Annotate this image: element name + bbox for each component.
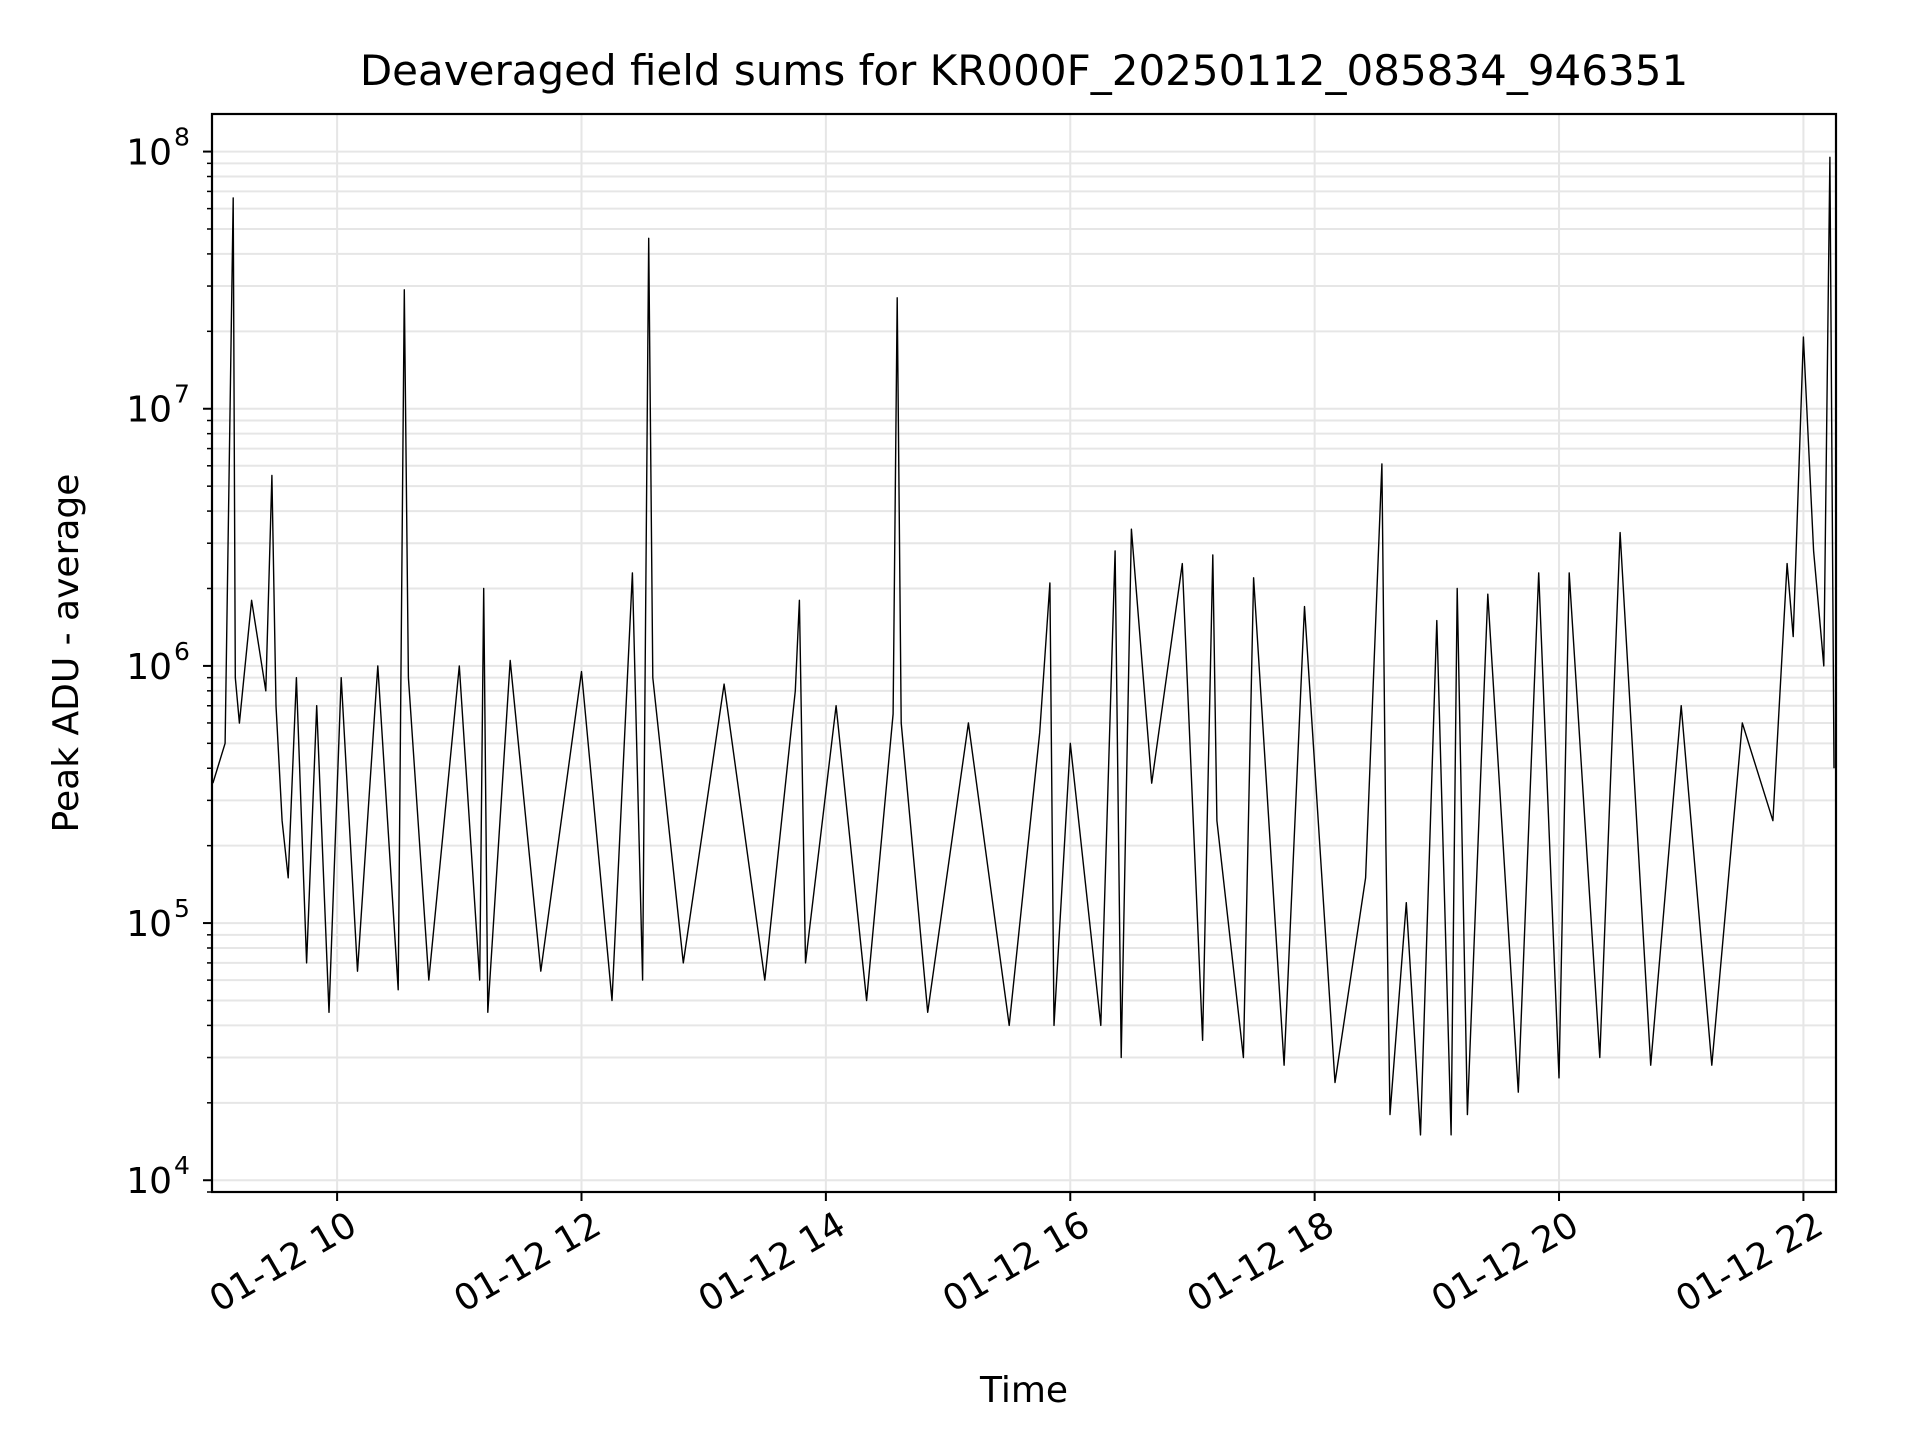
y-tick-exponent: 4 xyxy=(174,1151,190,1180)
grid-lines xyxy=(212,114,1836,1193)
y-tick-exponent: 5 xyxy=(174,894,190,923)
y-tick-label: 10 xyxy=(126,133,172,174)
y-tick-label: 10 xyxy=(126,1161,172,1202)
y-tick-label: 10 xyxy=(126,647,172,688)
y-tick-exponent: 8 xyxy=(174,123,190,152)
series-line xyxy=(212,156,1835,1136)
series-layer xyxy=(212,156,1835,1136)
y-tick-exponent: 7 xyxy=(174,380,190,409)
y-tick-label: 10 xyxy=(126,390,172,431)
chart-title: Deaveraged field sums for KR000F_2025011… xyxy=(360,46,1688,95)
y-axis-label: Peak ADU - average xyxy=(46,474,87,833)
y-tick-exponent: 6 xyxy=(174,637,190,666)
plot-frame xyxy=(210,112,1838,1194)
y-tick-label: 10 xyxy=(126,904,172,945)
x-axis-label: Time xyxy=(979,1370,1068,1411)
